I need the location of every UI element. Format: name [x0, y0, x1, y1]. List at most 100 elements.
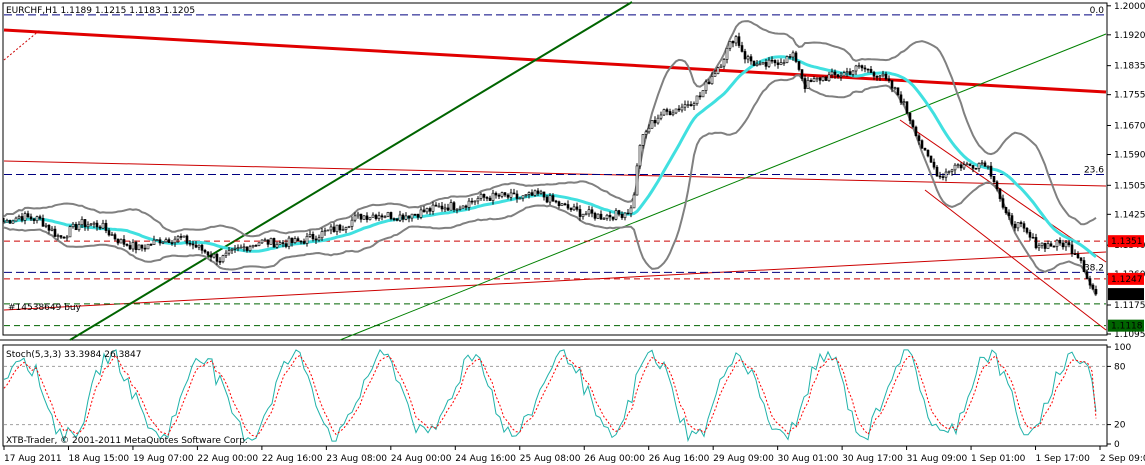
time-tick-label: 22 Aug 00:00	[197, 454, 258, 464]
candle-body	[470, 200, 474, 203]
candle-body	[221, 255, 225, 263]
candle-body	[752, 60, 756, 66]
time-tick-label: 29 Aug 09:00	[713, 454, 774, 464]
candle-body	[140, 244, 144, 249]
candle-body	[566, 204, 570, 209]
candle-body	[50, 228, 54, 231]
candle-body	[833, 71, 837, 75]
bollinger-lower	[3, 74, 1097, 297]
candle-body	[8, 220, 12, 224]
candle-body	[110, 234, 114, 236]
candle-body	[395, 218, 399, 221]
candle-body	[68, 226, 72, 238]
candle-body	[212, 253, 216, 258]
price-tick-label: 1.1505	[1114, 181, 1145, 191]
red-channel-lower	[924, 189, 1107, 331]
candle-body	[584, 213, 588, 216]
candle-body	[491, 192, 495, 201]
candle-body	[965, 163, 969, 166]
candle-body	[224, 252, 228, 256]
candle-body	[263, 239, 267, 242]
candle-body	[641, 134, 645, 146]
candle-body	[242, 246, 246, 249]
candle-body	[608, 214, 612, 218]
candle-body	[707, 81, 711, 85]
stochastic-lines	[3, 348, 1097, 443]
candle-body	[590, 209, 594, 214]
candle-body	[1016, 222, 1020, 229]
candle-body	[1001, 198, 1005, 208]
time-tick-label: 1 Sep 01:00	[971, 454, 1026, 464]
candle-body	[677, 108, 681, 111]
candle-body	[476, 198, 480, 202]
time-tick-label: 30 Aug 17:00	[842, 454, 903, 464]
candle-body	[542, 191, 546, 198]
time-tick-label: 18 Aug 15:00	[68, 454, 129, 464]
candle-body	[602, 218, 606, 220]
candle-body	[614, 210, 618, 220]
candle-body	[908, 112, 912, 121]
candle-body	[275, 244, 279, 248]
candle-body	[854, 65, 858, 72]
candle-body	[1043, 242, 1047, 249]
candle-body	[689, 104, 693, 106]
stoch-tick-label: 0	[1114, 440, 1120, 450]
candle-body	[878, 75, 882, 78]
candle-body	[350, 219, 354, 227]
bollinger-upper	[3, 20, 1097, 238]
candle-body	[593, 212, 597, 219]
candle-body	[1067, 242, 1071, 246]
candle-body	[578, 209, 582, 217]
price-tag-label: 1.1118	[1111, 322, 1143, 332]
candle-body	[791, 52, 795, 58]
candle-body	[656, 117, 660, 124]
stoch-label: Stoch(5,3,3) 33.3984 26.3847	[6, 350, 141, 360]
candle-body	[44, 224, 48, 227]
price-tag-label: 1.1351	[1111, 237, 1143, 247]
candle-body	[1073, 253, 1077, 255]
candle-body	[461, 205, 465, 209]
stoch-tick-label: 80	[1114, 362, 1126, 372]
candle-body	[203, 250, 207, 253]
candle-body	[407, 215, 411, 219]
candle-body	[122, 239, 126, 245]
candle-body	[527, 192, 531, 195]
candle-body	[1082, 260, 1086, 272]
candle-body	[56, 235, 60, 237]
candle-body	[248, 246, 252, 251]
candle-body	[137, 244, 141, 250]
candle-body	[86, 224, 90, 227]
candle-body	[698, 95, 702, 98]
candle-body	[401, 214, 405, 220]
candle-body	[194, 244, 198, 248]
candle-body	[710, 76, 714, 85]
candle-body	[413, 213, 417, 216]
candle-body	[695, 95, 699, 105]
candle-body	[644, 131, 648, 135]
candle-body	[938, 175, 942, 178]
red-trendline-lower	[3, 251, 1107, 311]
candle-body	[482, 193, 486, 198]
candle-body	[803, 78, 807, 89]
candle-body	[113, 234, 117, 240]
symbol-header: EURCHF,H1 1.1189 1.1215 1.1183 1.1205	[6, 6, 195, 16]
candle-body	[404, 215, 408, 220]
candle-body	[674, 108, 678, 114]
candle-body	[1085, 271, 1089, 279]
candle-body	[725, 47, 729, 60]
candle-body	[353, 215, 357, 221]
candle-body	[797, 61, 801, 70]
candle-body	[830, 71, 834, 76]
price-tag-box	[1108, 272, 1144, 285]
candle-body	[1022, 223, 1026, 229]
candle-body	[905, 101, 909, 114]
candle-body	[536, 190, 540, 194]
candle-body	[227, 250, 231, 254]
fib-label: 38.2	[1084, 263, 1104, 273]
candle-body	[1055, 239, 1059, 247]
candle-body	[635, 165, 639, 196]
candle-body	[329, 226, 333, 231]
candle-body	[845, 71, 849, 74]
candle-body	[800, 69, 804, 79]
